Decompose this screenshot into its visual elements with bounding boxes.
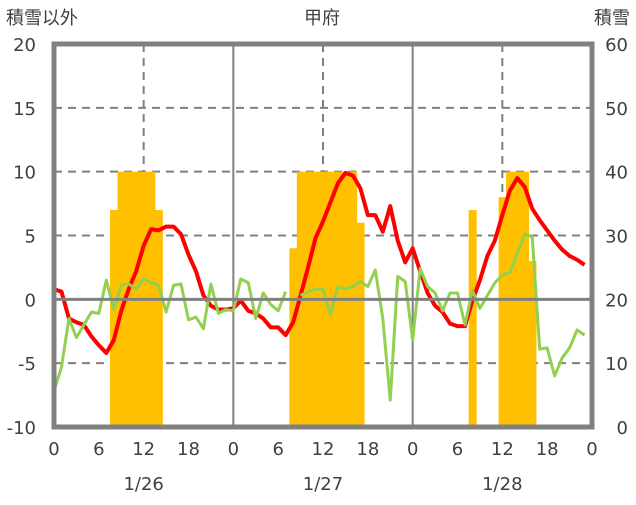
- left-tick-label: 15: [13, 99, 36, 120]
- left-axis-title: 積雪以外: [6, 8, 78, 29]
- right-tick-label: 30: [605, 227, 628, 248]
- right-tick-label: 20: [605, 290, 628, 311]
- right-tick-label: 50: [605, 99, 628, 120]
- right-tick-label: 0: [617, 418, 628, 439]
- x-tick-label: 18: [536, 439, 559, 460]
- date-label: 1/26: [123, 474, 163, 495]
- x-tick-label: 6: [272, 439, 283, 460]
- x-tick-label: 18: [356, 439, 379, 460]
- snow-bar: [154, 209, 163, 427]
- date-label: 1/27: [303, 474, 343, 495]
- snow-bar: [356, 222, 365, 427]
- x-tick-label: 18: [177, 439, 200, 460]
- x-tick-label: 12: [491, 439, 514, 460]
- right-tick-label: 60: [605, 35, 628, 56]
- plot-frame: [51, 41, 595, 430]
- x-tick-label: 0: [586, 439, 597, 460]
- x-tick-label: 6: [93, 439, 104, 460]
- x-tick-label: 12: [132, 439, 155, 460]
- left-tick-label: 10: [13, 163, 36, 184]
- chart-title: 甲府: [304, 8, 340, 29]
- other-line: [299, 232, 586, 402]
- x-tick-label: 12: [312, 439, 335, 460]
- x-tick-label: 0: [228, 439, 239, 460]
- snow-bar: [498, 197, 507, 427]
- left-tick-label: -5: [18, 354, 36, 375]
- left-tick-label: 20: [13, 35, 36, 56]
- left-tick-label: 5: [25, 227, 36, 248]
- x-tick-label: 0: [48, 439, 59, 460]
- x-tick-label: 0: [407, 439, 418, 460]
- snow-bar: [289, 248, 298, 427]
- left-tick-label: -10: [7, 418, 36, 439]
- right-axis-title: 積雪: [594, 8, 630, 29]
- x-tick-label: 6: [452, 439, 463, 460]
- right-tick-label: 10: [605, 354, 628, 375]
- snow-bar: [110, 209, 119, 427]
- date-label: 1/28: [482, 474, 522, 495]
- temperature-line: [53, 170, 586, 355]
- right-tick-label: 40: [605, 163, 628, 184]
- snow-bar: [528, 261, 537, 427]
- left-tick-label: 0: [25, 290, 36, 311]
- snow-bar: [468, 209, 477, 427]
